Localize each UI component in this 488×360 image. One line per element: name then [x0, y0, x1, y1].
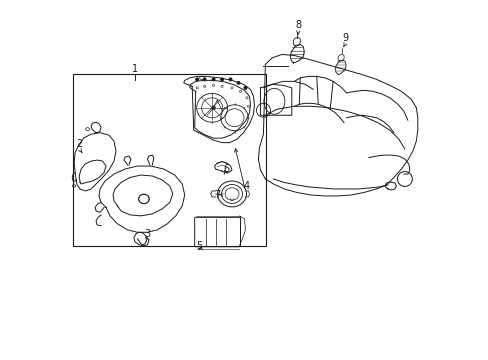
Text: 9: 9 — [341, 33, 347, 43]
Circle shape — [244, 87, 246, 89]
Text: 8: 8 — [295, 19, 301, 30]
Text: 2: 2 — [76, 139, 82, 149]
Circle shape — [211, 106, 215, 110]
Text: 6: 6 — [223, 164, 229, 174]
Text: 7: 7 — [214, 190, 220, 200]
Text: 4: 4 — [244, 181, 249, 191]
Text: 5: 5 — [196, 241, 203, 251]
Bar — [73, 74, 265, 246]
Circle shape — [203, 78, 205, 81]
Circle shape — [229, 78, 231, 81]
Circle shape — [237, 82, 239, 84]
Text: 1: 1 — [132, 64, 138, 75]
Circle shape — [212, 78, 214, 81]
Circle shape — [221, 78, 223, 81]
Text: 3: 3 — [144, 229, 150, 239]
Circle shape — [196, 78, 198, 81]
